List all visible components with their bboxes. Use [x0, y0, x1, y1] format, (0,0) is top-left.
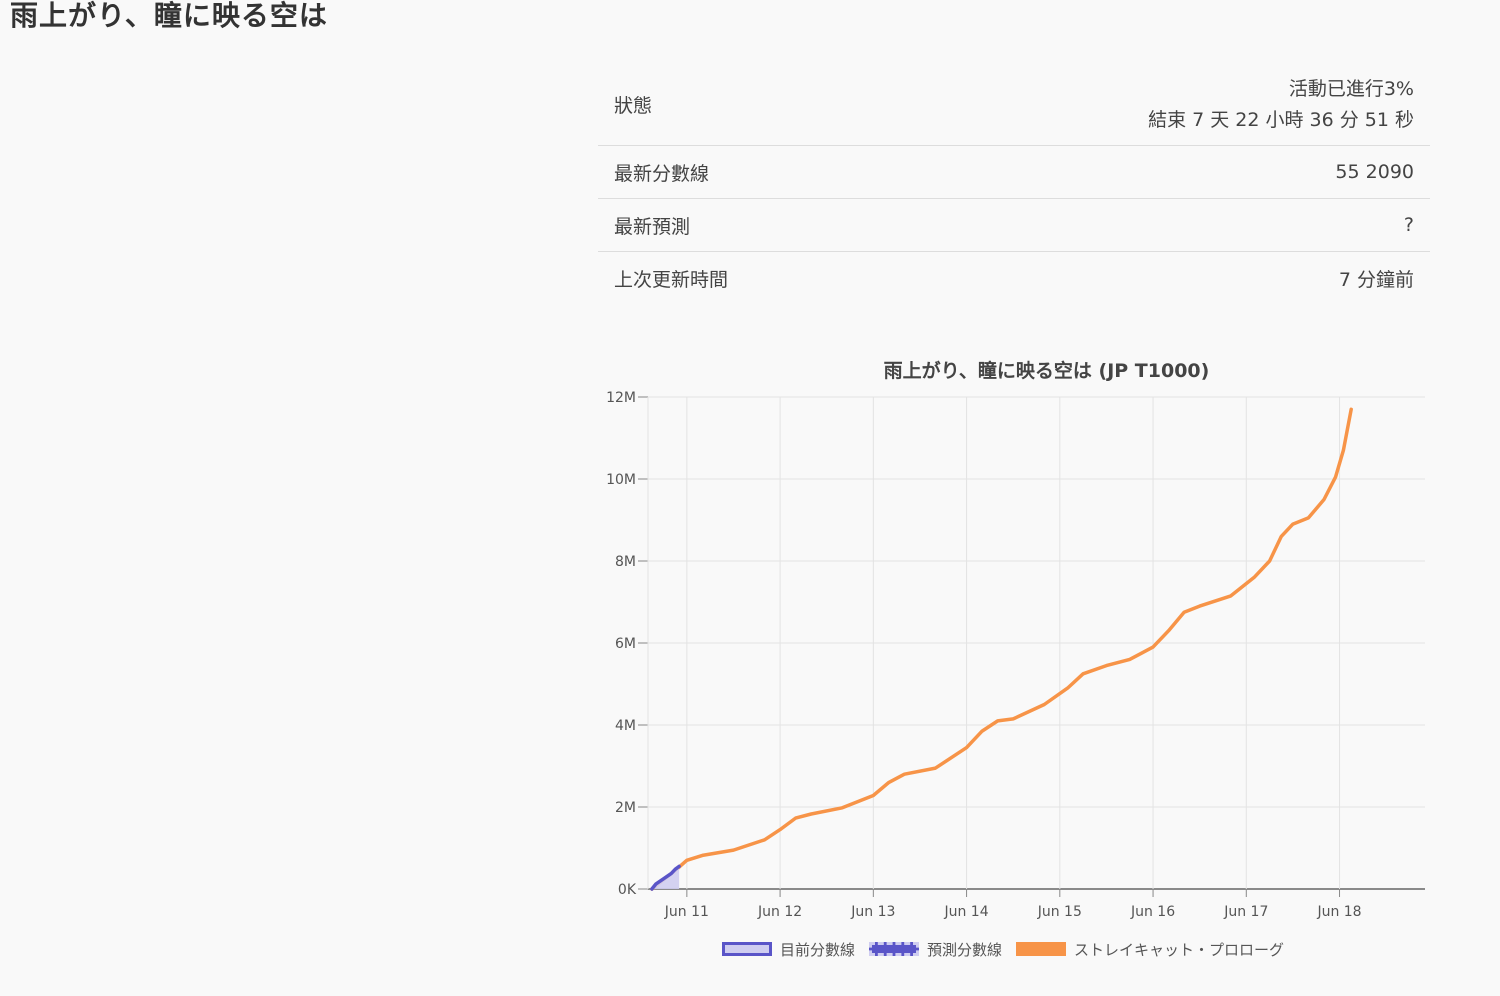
- latest-score-row: 最新分數線 55 2090: [598, 146, 1430, 199]
- chart-legend: 目前分數線 預測分數線 ストレイキャット・プロローグ: [722, 938, 1288, 960]
- last-updated-value: 7 分鐘前: [1338, 268, 1414, 291]
- progress-text: 活動已進行3%: [1288, 77, 1414, 100]
- latest-prediction-value: ?: [1403, 214, 1414, 236]
- status-row: 狀態 活動已進行3% 結束 7 天 22 小時 36 分 51 秒: [598, 64, 1430, 146]
- x-tick-label: Jun 18: [1316, 904, 1361, 920]
- legend-swatch-reference: [1016, 942, 1067, 956]
- y-tick-label: 0K: [618, 882, 637, 898]
- x-tick-label: Jun 17: [1223, 904, 1268, 920]
- legend-item-current[interactable]: 目前分數線: [722, 939, 855, 960]
- latest-prediction-label: 最新預測: [614, 215, 691, 238]
- legend-item-reference[interactable]: ストレイキャット・プロローグ: [1016, 939, 1284, 960]
- chart-title: 雨上がり、瞳に映る空は (JP T1000): [884, 359, 1210, 382]
- last-updated-row: 上次更新時間 7 分鐘前: [598, 252, 1430, 305]
- y-tick-label: 12M: [606, 390, 636, 406]
- legend-swatch-current: [722, 942, 772, 956]
- y-tick-label: 4M: [615, 718, 636, 734]
- x-tick-label: Jun 13: [850, 904, 895, 920]
- page-title: 雨上がり、瞳に映る空は: [10, 0, 328, 32]
- latest-score-label: 最新分數線: [614, 162, 710, 185]
- y-tick-label: 10M: [606, 472, 636, 488]
- score-chart: 雨上がり、瞳に映る空は (JP T1000) 0K 2M 4M 6M 8M 10M 12M Ju…: [606, 359, 1425, 920]
- y-tick-label: 2M: [615, 800, 636, 816]
- legend-label-predicted: 預測分數線: [927, 940, 1003, 959]
- status-table: 狀態 活動已進行3% 結束 7 天 22 小時 36 分 51 秒 最新分數線 …: [598, 64, 1430, 304]
- y-tick-label: 8M: [615, 554, 636, 570]
- last-updated-label: 上次更新時間: [614, 268, 729, 291]
- latest-prediction-row: 最新預測 ?: [598, 199, 1430, 252]
- x-tick-label: Jun 16: [1130, 904, 1175, 920]
- x-tick-label: Jun 12: [757, 904, 802, 920]
- legend-label-reference: ストレイキャット・プロローグ: [1074, 940, 1285, 959]
- status-label: 狀態: [614, 95, 653, 117]
- countdown-text: 結束 7 天 22 小時 36 分 51 秒: [1148, 108, 1414, 131]
- legend-label-current: 目前分數線: [780, 940, 856, 959]
- legend-swatch-predicted: [869, 942, 920, 956]
- y-tick-label: 6M: [615, 636, 636, 652]
- x-tick-label: Jun 14: [943, 904, 988, 920]
- series-line-current: [650, 864, 681, 891]
- x-tick-label: Jun 15: [1037, 904, 1082, 920]
- series-line-reference: [650, 407, 1353, 891]
- latest-score-value: 55 2090: [1335, 161, 1414, 183]
- x-tick-label: Jun 11: [664, 904, 709, 920]
- status-value: 活動已進行3% 結束 7 天 22 小時 36 分 51 秒: [872, 64, 1430, 146]
- legend-item-predicted[interactable]: 預測分數線: [869, 939, 1002, 960]
